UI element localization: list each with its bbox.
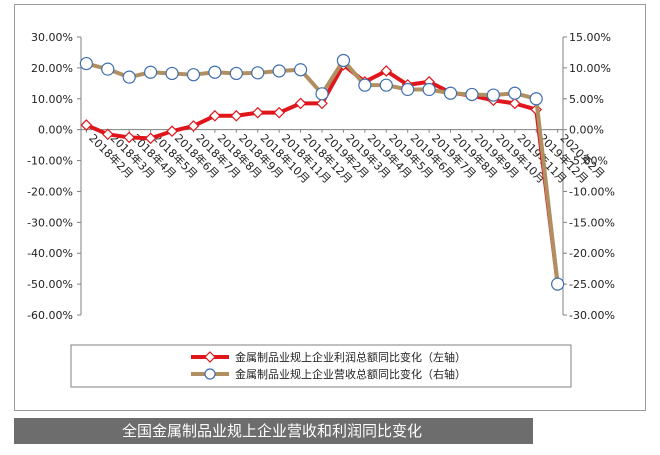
chart-legend: 金属制品业规上企业利润总额同比变化（左轴） 金属制品业规上企业营收总额同比变化（右… <box>70 344 572 388</box>
legend-label: 金属制品业规上企业营收总额同比变化（右轴） <box>235 367 466 381</box>
left-tick-label: -60.00% <box>27 309 73 322</box>
revenue-point-marker <box>101 62 115 76</box>
left-tick-label: -30.00% <box>27 216 73 229</box>
revenue-point-marker <box>508 86 522 100</box>
left-tick-label: 10.00% <box>31 93 73 106</box>
profit-point-marker <box>209 109 221 122</box>
revenue-point-marker <box>379 78 393 92</box>
right-tick-label: -25.00% <box>569 278 615 291</box>
chart-frame: 30.00% 20.00% 10.00% 0.00% -10.00% -20.00% -30… <box>14 4 646 411</box>
left-tick-label: -50.00% <box>27 278 73 291</box>
profit-point-marker <box>273 106 286 119</box>
revenue-point-marker <box>229 66 243 81</box>
left-tick-label: -10.00% <box>27 155 73 168</box>
legend-diamond-marker <box>204 351 216 363</box>
profit-point-marker <box>187 120 200 132</box>
revenue-point-marker <box>293 63 308 77</box>
profit-point-marker <box>508 97 521 110</box>
left-tick-label: 30.00% <box>31 31 73 44</box>
revenue-point-marker <box>465 87 479 102</box>
profit-point-marker <box>123 131 136 144</box>
right-tick-label: -30.00% <box>569 309 615 322</box>
series-lines <box>79 53 565 291</box>
left-tick-label: 0.00% <box>38 124 73 137</box>
profit-point-marker <box>251 106 264 119</box>
revenue-point-marker <box>186 68 201 82</box>
revenue-point-marker <box>208 65 222 79</box>
revenue-point-marker <box>165 66 179 81</box>
left-tick-label: -40.00% <box>27 247 73 260</box>
revenue-point-marker <box>358 78 372 92</box>
right-tick-label: -10.00% <box>569 185 615 198</box>
profit-point-marker <box>101 128 114 141</box>
legend-box <box>70 344 572 388</box>
revenue-point-marker <box>443 86 458 100</box>
left-tick-label: 20.00% <box>31 62 73 75</box>
revenue-point-marker <box>486 88 500 102</box>
right-tick-label: -5.00% <box>569 155 608 168</box>
right-tick-label: 10.00% <box>569 62 611 75</box>
line-chart: 30.00% 20.00% 10.00% 0.00% -10.00% -20.00% -30… <box>27 31 615 388</box>
profit-point-marker <box>144 132 157 145</box>
revenue-point-marker <box>144 65 158 79</box>
right-tick-label: 5.00% <box>569 93 604 106</box>
revenue-point-marker <box>315 87 329 101</box>
revenue-point-marker <box>251 66 265 80</box>
chart-caption: 全国金属制品业规上企业营收和利润同比变化 <box>14 418 533 444</box>
profit-point-marker <box>230 109 243 122</box>
revenue-point-marker <box>529 92 543 106</box>
left-tick-label: -20.00% <box>27 185 73 198</box>
legend-label: 金属制品业规上企业利润总额同比变化（左轴） <box>235 350 466 364</box>
right-tick-label: 0.00% <box>569 124 604 137</box>
profit-point-marker <box>380 65 393 77</box>
right-tick-label: -20.00% <box>569 247 615 260</box>
revenue-point-marker <box>79 56 93 71</box>
revenue-point-marker <box>422 82 436 97</box>
profit-point-marker <box>80 119 93 131</box>
revenue-point-marker <box>336 53 351 68</box>
profit-point-marker <box>166 125 178 138</box>
legend-circle-marker <box>204 368 216 380</box>
profit-point-marker <box>294 97 307 110</box>
revenue-point-marker <box>401 82 415 97</box>
revenue-point-marker <box>551 277 565 291</box>
right-tick-label: 15.00% <box>569 31 611 44</box>
revenue-point-marker <box>272 64 286 78</box>
revenue-point-marker <box>122 70 136 84</box>
chart-axes: 30.00% 20.00% 10.00% 0.00% -10.00% -20.00% -30… <box>27 31 615 322</box>
profit-point-marker <box>316 97 328 110</box>
right-tick-label: -15.00% <box>569 216 615 229</box>
